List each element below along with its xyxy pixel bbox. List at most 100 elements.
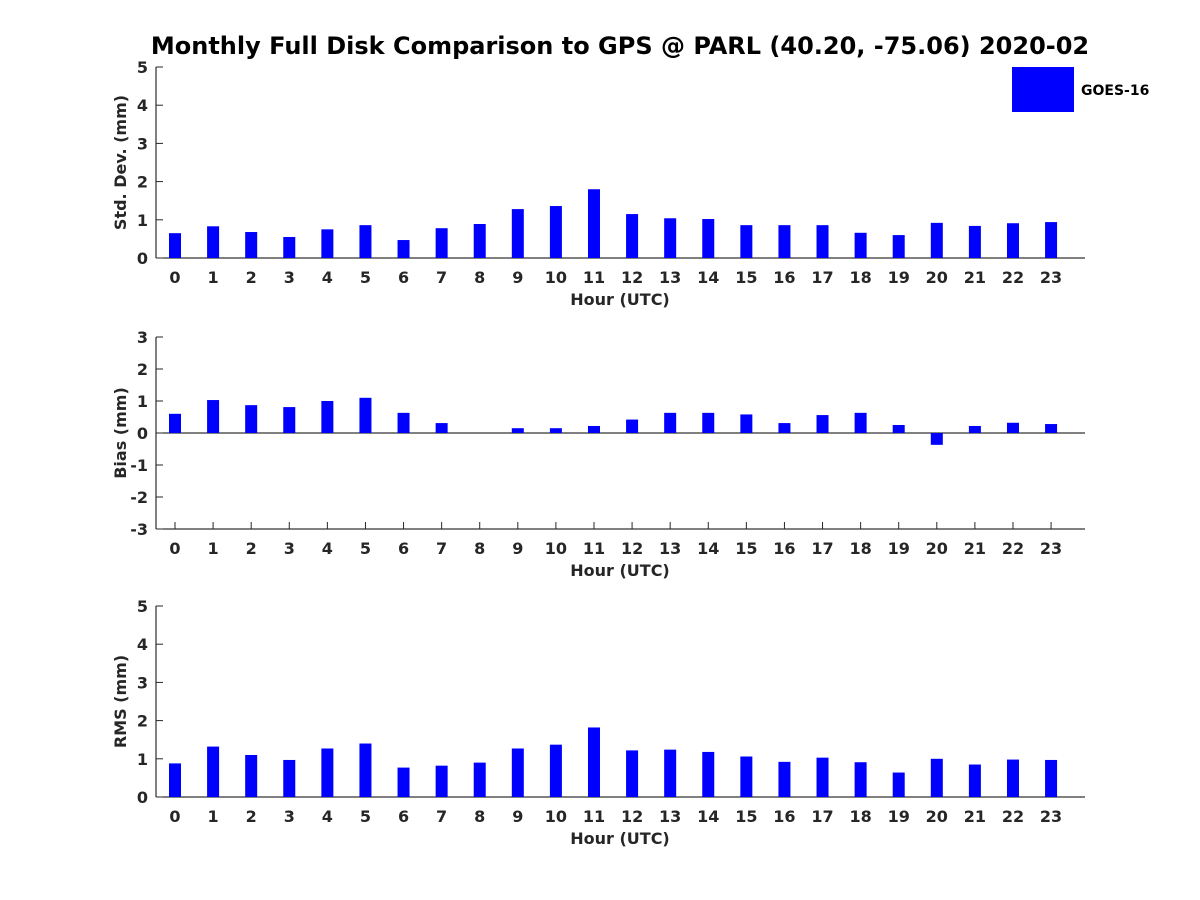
y-tick-label: 2 [137,712,148,731]
y-tick-label: 2 [137,173,148,192]
bar-hour-19 [892,235,905,258]
y-tick-label: 1 [137,211,148,230]
x-tick-label: 13 [659,268,681,287]
y-tick-label: 0 [137,249,148,268]
legend-label-goes-16: GOES-16 [1081,83,1149,99]
bar-hour-2 [245,232,258,258]
bar-hour-12 [626,419,639,433]
bar-hour-2 [245,754,258,797]
y-tick-label: 5 [137,58,148,77]
x-tick-label: 21 [964,539,986,558]
x-tick-label: 4 [322,268,333,287]
bar-hour-10 [549,206,562,258]
bar-hour-6 [397,240,410,258]
y-tick-label: 2 [137,360,148,379]
bar-hour-3 [283,759,296,797]
bar-hour-9 [511,748,524,797]
x-tick-label: 20 [926,539,948,558]
bar-hour-13 [664,218,677,258]
bar-hour-9 [511,428,524,433]
x-tick-label: 16 [773,539,795,558]
bar-hour-20 [930,433,943,445]
x-tick-label: 0 [169,807,180,826]
bar-hour-16 [778,761,791,797]
y-tick-label: 1 [137,750,148,769]
x-tick-label: 14 [697,807,719,826]
legend-swatch-goes-16 [1012,67,1074,112]
bar-hour-7 [435,423,448,433]
bar-hour-5 [359,743,372,797]
y-tick-label: -3 [130,520,148,539]
x-tick-label: 19 [888,268,910,287]
x-axis-label: Hour (UTC) [570,290,670,309]
bar-hour-19 [892,425,905,433]
bar-hour-5 [359,397,372,433]
y-axis-label: Bias (mm) [111,387,130,479]
x-tick-label: 8 [474,807,485,826]
bar-hour-4 [321,229,334,258]
bar-hour-16 [778,423,791,433]
bar-hour-4 [321,748,334,797]
bar-hour-11 [587,425,600,433]
bar-hour-0 [169,233,181,258]
x-tick-label: 9 [512,807,523,826]
x-tick-label: 14 [697,539,719,558]
bar-hour-21 [968,225,981,258]
x-tick-label: 4 [322,807,333,826]
y-tick-label: 4 [137,96,148,115]
x-tick-label: 6 [398,807,409,826]
bar-hour-7 [435,765,448,797]
x-tick-label: 21 [964,268,986,287]
x-tick-label: 3 [284,807,295,826]
x-tick-label: 1 [208,807,219,826]
x-tick-label: 12 [621,268,643,287]
x-tick-label: 3 [284,268,295,287]
bar-hour-18 [854,412,867,433]
x-tick-label: 17 [811,539,833,558]
bar-hour-19 [892,772,905,797]
bar-hour-10 [549,744,562,797]
bar-hour-22 [1006,422,1019,433]
x-tick-label: 0 [169,268,180,287]
bar-hour-15 [740,225,753,258]
bar-hour-23 [1045,222,1058,258]
x-tick-label: 16 [773,268,795,287]
bar-hour-20 [930,222,943,258]
y-tick-label: 3 [137,134,148,153]
bar-hour-6 [397,412,410,433]
x-tick-label: 6 [398,539,409,558]
bar-hour-8 [473,224,486,258]
bar-hour-0 [169,763,181,797]
bar-hour-10 [549,428,562,433]
x-tick-label: 5 [360,268,371,287]
bar-hour-13 [664,749,677,797]
x-tick-label: 18 [849,268,871,287]
x-tick-label: 18 [849,807,871,826]
x-tick-label: 8 [474,539,485,558]
x-tick-label: 9 [512,539,523,558]
x-tick-label: 18 [849,539,871,558]
x-tick-label: 11 [583,807,605,826]
bar-hour-12 [626,214,639,258]
bar-hour-18 [854,762,867,797]
y-tick-label: 4 [137,635,148,654]
y-tick-label: 1 [137,392,148,411]
bar-hour-5 [359,225,372,258]
bar-hour-1 [207,226,220,258]
y-tick-label: -2 [130,488,148,507]
bar-hour-3 [283,236,296,258]
x-tick-label: 7 [436,268,447,287]
bar-hour-12 [626,750,639,797]
x-tick-label: 9 [512,268,523,287]
bar-hour-14 [702,219,715,258]
x-tick-label: 23 [1040,807,1062,826]
bar-hour-2 [245,405,258,433]
y-axis-label: RMS (mm) [111,655,130,748]
bar-hour-13 [664,412,677,433]
y-tick-label: 3 [137,328,148,347]
bar-hour-9 [511,209,524,258]
x-tick-label: 16 [773,807,795,826]
x-tick-label: 2 [246,807,257,826]
bar-hour-0 [169,413,181,433]
